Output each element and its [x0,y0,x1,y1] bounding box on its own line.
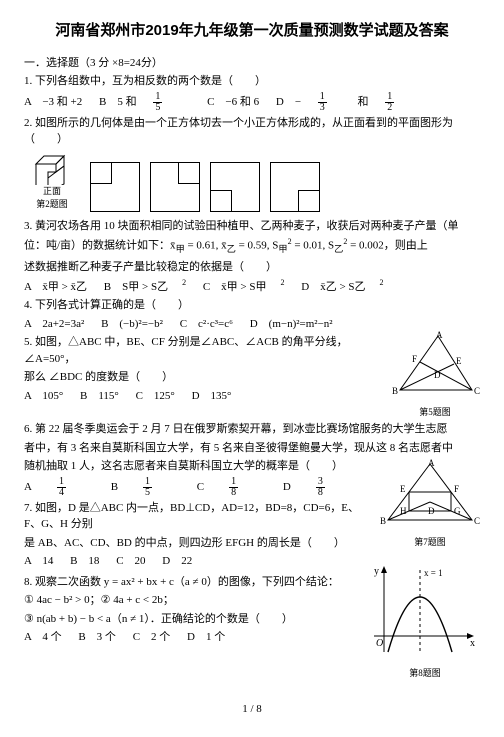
q8-opt-d: D 1 个 [187,629,225,646]
q6-opt-d: D 38 [283,477,353,498]
q4-opt-a: A 2a+2=3a² [24,316,84,333]
question-8-l3: ③ n(ab + b) − b < a（n ≠ 1）．正确结论的个数是（ ） [24,611,480,628]
q3-sup2: 2 [343,237,347,246]
q1-opt-b: B 5 和 15 [99,92,190,113]
cube-icon [28,152,76,185]
q7-opt-c: C 20 [116,553,145,570]
q1-d-mid: 和 [358,94,369,111]
question-6-l1: 6. 第 22 届冬季奥运会于 2 月 7 日在俄罗斯索契开幕，到冰壶比赛场馆服… [24,421,480,438]
question-7-l1: 7. 如图，D 是△ABC 内一点，BD⊥CD，AD=12，BD=8，CD=6，… [24,500,480,533]
q3-l2e: = 0.002，则由上 [350,240,428,252]
q2-cube-figure: 正面 第2题图 [24,152,80,212]
page-number: 1 / 8 [24,701,480,718]
q3-l2b: = 0.61, x̄ [187,240,226,252]
question-7-l2: 是 AB、AC、CD、BD 的中点，则四边形 EFGH 的周长是（ ） [24,535,480,552]
q3-opt-d: D x̄乙 > S乙2 [301,277,383,295]
cube-front-label: 正面 [43,185,61,199]
question-1: 1. 下列各组数中，互为相反数的两个数是（ ） [24,73,480,90]
q5-opt-b: B 115° [80,388,119,405]
q1-d-frac2: 12 [385,92,408,113]
q1-d-frac1: 13 [318,92,341,113]
question-6-l3: 随机抽取 1 人，这名志愿者来自莫斯科国立大学的概率是（ ） [24,458,480,475]
q2-opt-d [270,162,320,212]
question-5-l1: 5. 如图，△ABC 中，BE、CF 分别是∠ABC、∠ACB 的角平分线，∠A… [24,334,480,367]
q8-opt-a: A 4 个 [24,629,62,646]
question-8-l2: ① 4ac − b² > 0；② 4a + c < 2b； [24,592,480,609]
question-3-l3: 述数据推断乙种麦子产量比较稳定的依据是（ ） [24,259,480,276]
section-heading: 一．选择题（3 分 ×8=24分） [24,55,480,72]
svg-text:E: E [400,484,406,494]
q5-opt-a: A 105° [24,388,63,405]
q4-opt-d: D (m−n)²=m²−n² [250,316,333,333]
svg-text:x: x [470,638,475,649]
q3-sup1: 2 [288,237,292,246]
q3-l2c: = 0.59, S [239,240,279,252]
q3-opt-a: A x̄甲 > x̄乙 [24,279,87,296]
q5-opt-c: C 125° [136,388,175,405]
svg-text:B: B [392,386,398,396]
q4-opt-b: B (−b)²=−b² [101,316,163,333]
q2-opt-a [90,162,140,212]
q2-opt-b [150,162,200,212]
q2-opt-c [210,162,260,212]
q3-opt-c: C x̄甲 > S甲2 [203,277,285,295]
question-8-l1: 8. 观察二次函数 y = ax² + bx + c（a ≠ 0）的图像，下列四… [24,574,480,591]
question-5-l2: 那么 ∠BDC 的度数是（ ） [24,369,480,386]
q1-b-frac: 15 [153,92,176,113]
q8-opt-b: B 3 个 [78,629,116,646]
q6-opt-c: C 18 [197,477,266,498]
q7-opt-a: A 14 [24,553,53,570]
q6-opt-a: A 14 [24,477,94,498]
q3-l2a: 位：吨/亩）的数据统计如下：x̄ [24,240,176,252]
question-2: 2. 如图所示的几何体是由一个正方体切去一个小正方体形成的，从正面看到的平面图形… [24,115,480,148]
q7-opt-b: B 18 [70,553,99,570]
q2-figures: 正面 第2题图 [24,152,480,212]
question-3-l2: 位：吨/亩）的数据统计如下：x̄甲 = 0.61, x̄乙 = 0.59, S甲… [24,236,480,257]
question-6-l2: 者中，有 3 名来自莫斯科国立大学，有 5 名来自圣彼得堡鲍曼大学，现从这 8 … [24,440,480,457]
q5-opt-d: D 135° [192,388,232,405]
q1-d-label: D − [276,94,301,111]
q1-b-label: B 5 和 [99,94,137,111]
q1-opt-c: C −6 和 6 [207,94,259,111]
q1-options: A −3 和 +2 B 5 和 15 C −6 和 6 D − 13 和 12 [24,92,480,113]
cube-caption: 第2题图 [36,198,68,212]
q1-opt-d: D − 13 和 12 [276,92,422,113]
q3-l2d: = 0.01, S [294,240,334,252]
svg-text:O: O [376,638,383,649]
q6-opt-b: B 15 [111,477,180,498]
question-3-l1: 3. 黄河农场各用 10 块面积相同的试验田种植甲、乙两种麦子，收获后对两种麦子… [24,218,480,235]
q1-opt-a: A −3 和 +2 [24,94,82,111]
q5-fig-caption: 第5题图 [390,406,480,420]
q7-opt-d: D 22 [162,553,192,570]
q8-fig-caption: 第8题图 [370,667,480,681]
svg-text:F: F [454,484,459,494]
q3-opt-b: B S甲 > S乙2 [104,277,186,295]
page-title: 河南省郑州市2019年九年级第一次质量预测数学试题及答案 [24,20,480,43]
q4-opt-c: C c²·c³=c⁶ [180,316,233,333]
q3-options: A x̄甲 > x̄乙 B S甲 > S乙2 C x̄甲 > S甲2 D x̄乙… [24,277,480,295]
q8-opt-c: C 2 个 [133,629,171,646]
svg-text:C: C [474,386,480,396]
question-4: 4. 下列各式计算正确的是（ ） [24,297,480,314]
